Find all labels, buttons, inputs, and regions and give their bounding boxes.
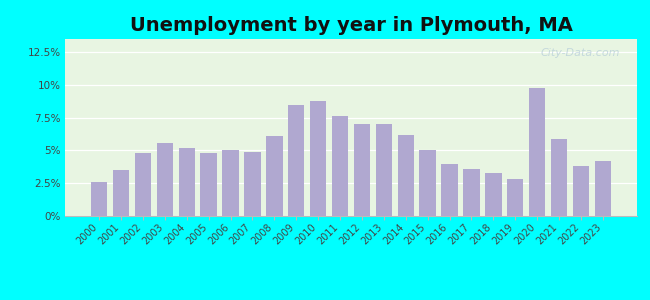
Bar: [288, 105, 304, 216]
Bar: [332, 116, 348, 216]
Bar: [573, 166, 589, 216]
Bar: [135, 153, 151, 216]
Text: City-Data.com: City-Data.com: [540, 48, 620, 58]
Bar: [179, 148, 195, 216]
Bar: [113, 170, 129, 216]
Bar: [485, 173, 502, 216]
Bar: [463, 169, 480, 216]
Bar: [551, 139, 567, 216]
Bar: [595, 161, 611, 216]
Bar: [91, 182, 107, 216]
Bar: [376, 124, 392, 216]
Bar: [310, 100, 326, 216]
Bar: [200, 153, 217, 216]
Title: Unemployment by year in Plymouth, MA: Unemployment by year in Plymouth, MA: [129, 16, 573, 35]
Bar: [398, 135, 414, 216]
Bar: [157, 142, 173, 216]
Bar: [222, 150, 239, 216]
Bar: [266, 136, 283, 216]
Bar: [244, 152, 261, 216]
Bar: [441, 164, 458, 216]
Bar: [507, 179, 523, 216]
Bar: [529, 88, 545, 216]
Bar: [354, 124, 370, 216]
Bar: [419, 150, 436, 216]
